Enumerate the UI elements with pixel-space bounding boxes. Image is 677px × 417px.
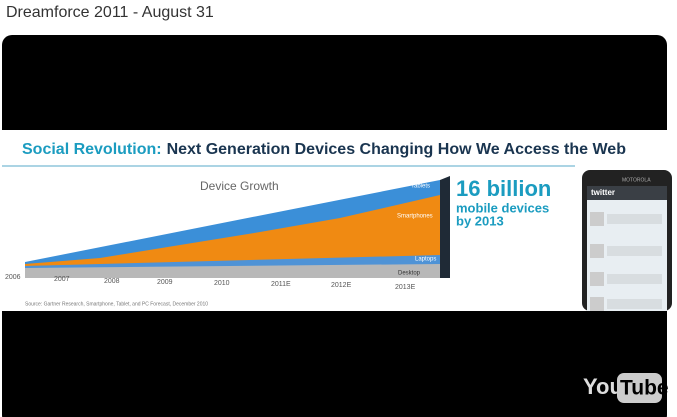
logo-left: You	[583, 374, 623, 399]
year-label: 2007	[54, 276, 70, 283]
year-label: 2012E	[331, 282, 352, 289]
slide-title: Social Revolution: Next Generation Device…	[22, 141, 626, 158]
series-label: Desktop	[398, 271, 421, 277]
callout-headline: 16 billion	[456, 176, 551, 201]
series-label: Smartphones	[397, 214, 433, 220]
phone-brand: MOTOROLA	[622, 177, 651, 183]
desktop-area	[25, 264, 440, 278]
logo-right: Tube	[620, 377, 669, 400]
tweet-list	[590, 212, 662, 311]
chart-title: Device Growth	[200, 179, 279, 193]
year-label: 2011E	[271, 281, 291, 288]
callout-line: by 2013	[456, 213, 504, 228]
area-edge	[440, 176, 450, 278]
year-label: 2013E	[395, 284, 416, 291]
series-label: Tablets	[411, 184, 430, 190]
year-label: 2010	[214, 280, 230, 287]
year-label: 2006	[5, 274, 21, 281]
video-title: Dreamforce 2011 - August 31	[6, 4, 214, 21]
year-label: 2008	[104, 278, 120, 285]
source-note: Source: Gartner Research, Smartphone, Ta…	[25, 301, 208, 307]
logo-badge	[617, 373, 662, 403]
smartphones-area	[25, 195, 440, 266]
app-name: twitter	[591, 188, 615, 197]
callout-line: mobile devices	[456, 200, 549, 215]
year-label: 2009	[157, 279, 173, 286]
series-label: Laptops	[415, 257, 436, 263]
app-bar	[587, 186, 667, 200]
